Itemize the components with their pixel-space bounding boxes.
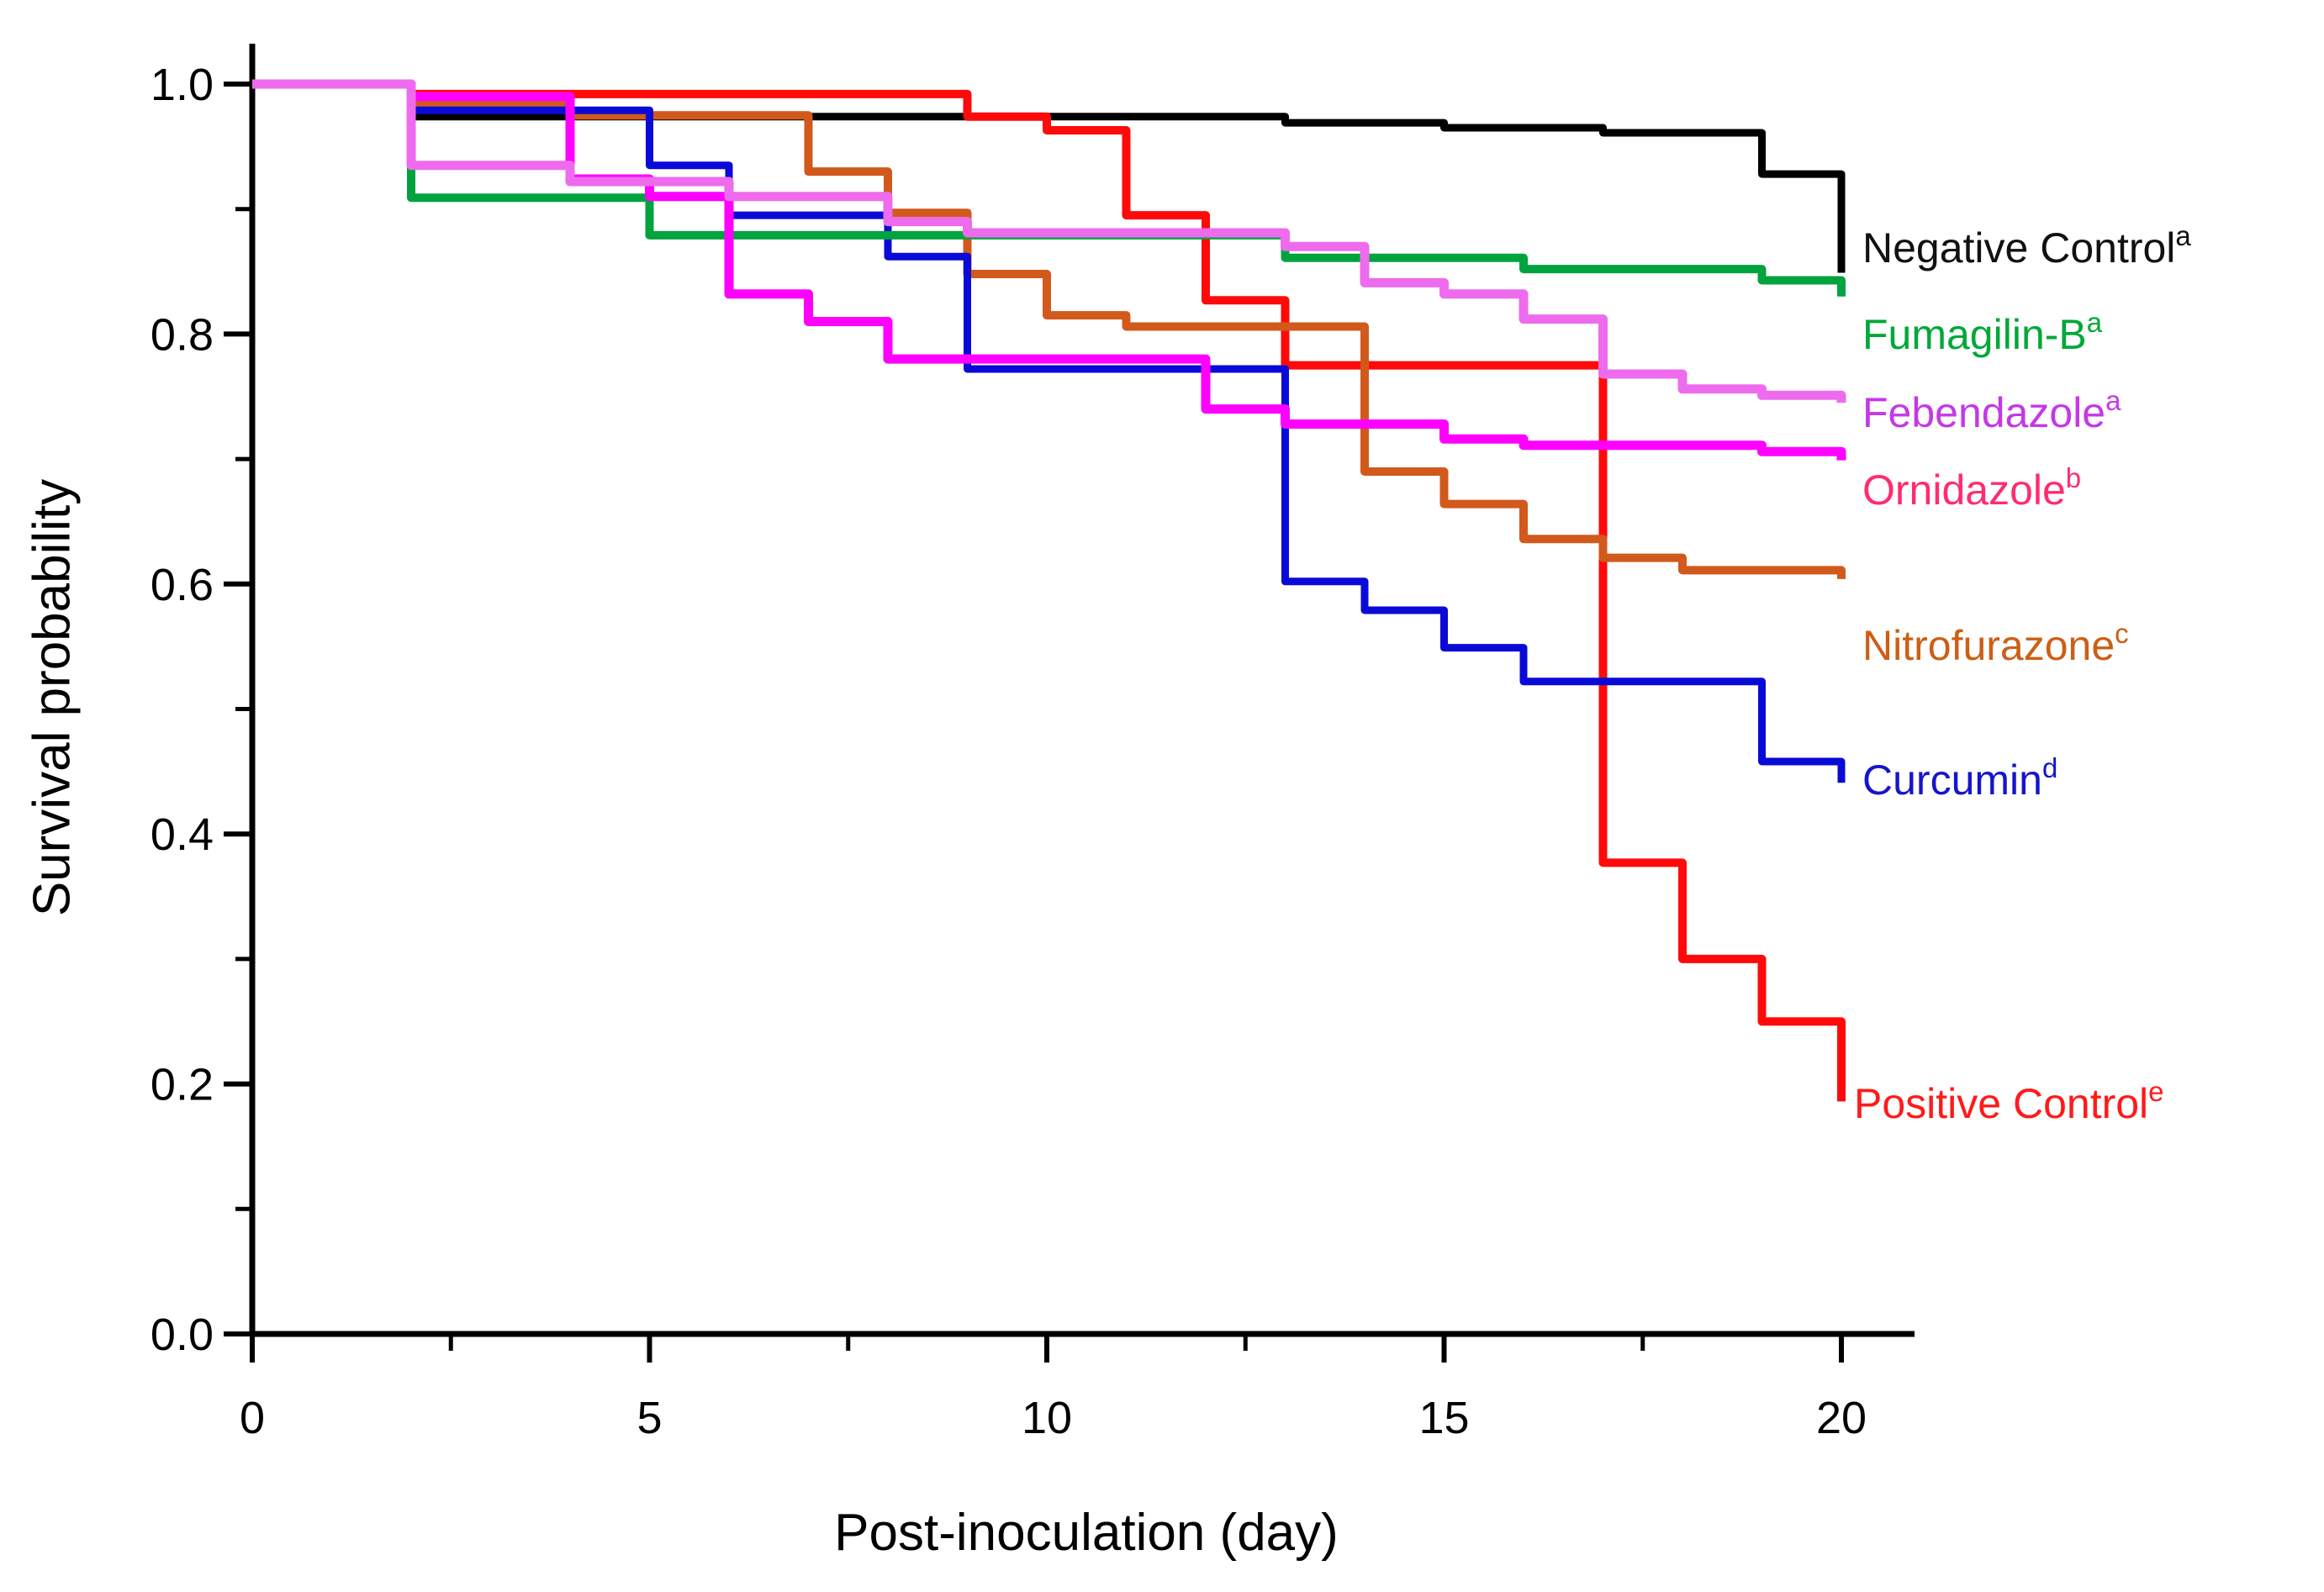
y-tick-label: 1.0 [151, 60, 214, 110]
curve-label-ornidazole: Ornidazoleb [1862, 462, 2081, 514]
curve-label-febendazole: Febendazolea [1862, 385, 2121, 436]
axes [224, 44, 1915, 1363]
x-axis-title: Post-inoculation (day) [834, 1504, 1339, 1562]
y-tick-label: 0.8 [151, 309, 214, 360]
curve-label-positive_control: Positive Controle [1854, 1076, 2164, 1127]
y-tick-label: 0.6 [151, 560, 214, 610]
x-tick-label: 0 [240, 1393, 265, 1443]
y-tick-label: 0.0 [151, 1310, 214, 1360]
x-tick-label: 15 [1418, 1393, 1469, 1443]
tick-labels: 0 5 10 15 20 1.0 0.8 0.6 0.4 0.2 0.0 [151, 60, 1867, 1443]
survival-curves [252, 79, 1846, 1102]
x-tick-label: 5 [636, 1393, 662, 1443]
curve-label-negative_control: Negative Controla [1862, 220, 2191, 271]
curve-febendazole [252, 79, 1846, 403]
curve-positive_control [252, 80, 1846, 1102]
y-axis-title: Survival probability [23, 478, 82, 917]
y-tick-label: 0.2 [151, 1060, 214, 1110]
x-tick-label: 20 [1816, 1393, 1867, 1443]
curve-curcumin [252, 80, 1846, 783]
curve-label-nitrofurazone: Nitrofurazonec [1862, 618, 2129, 669]
x-tick-label: 10 [1022, 1393, 1072, 1443]
y-tick-label: 0.4 [151, 809, 214, 860]
curve-end-labels: Negative Controla Positive Controle Nitrof… [1854, 220, 2191, 1127]
curve-label-curcumin: Curcumind [1862, 752, 2057, 804]
curve-fumagilin_b [252, 80, 1846, 297]
curve-label-fumagilin_b: Fumagilin-Ba [1862, 307, 2103, 358]
